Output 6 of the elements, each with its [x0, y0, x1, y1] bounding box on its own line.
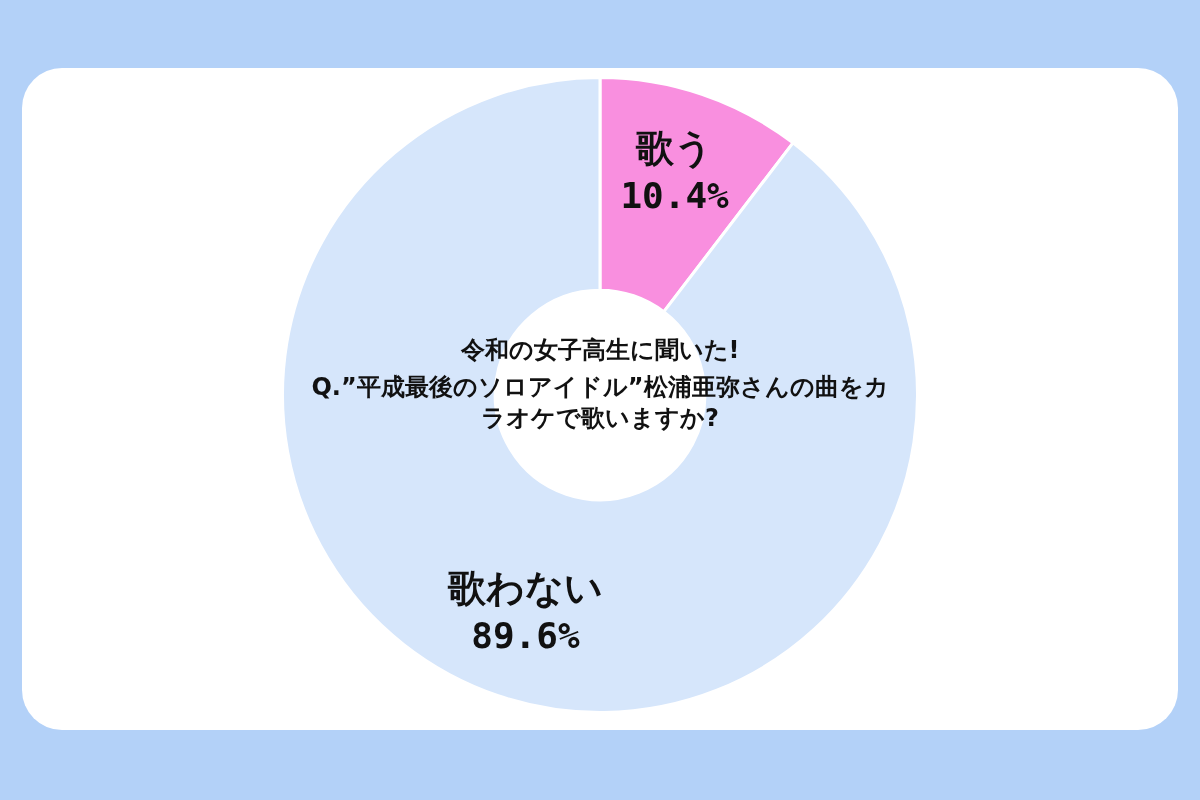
text: Q.”平成最後のソロアイドル”松浦亜弥さんの曲をカラオケで歌いますか?	[310, 372, 890, 435]
data-label: 10.4%	[620, 175, 730, 217]
data-label: 89.6%	[471, 615, 580, 657]
text: 令和の女子高生に聞いた!	[459, 335, 741, 366]
slice-label: 歌わない	[446, 565, 603, 610]
slice-label: 歌う	[635, 125, 714, 170]
